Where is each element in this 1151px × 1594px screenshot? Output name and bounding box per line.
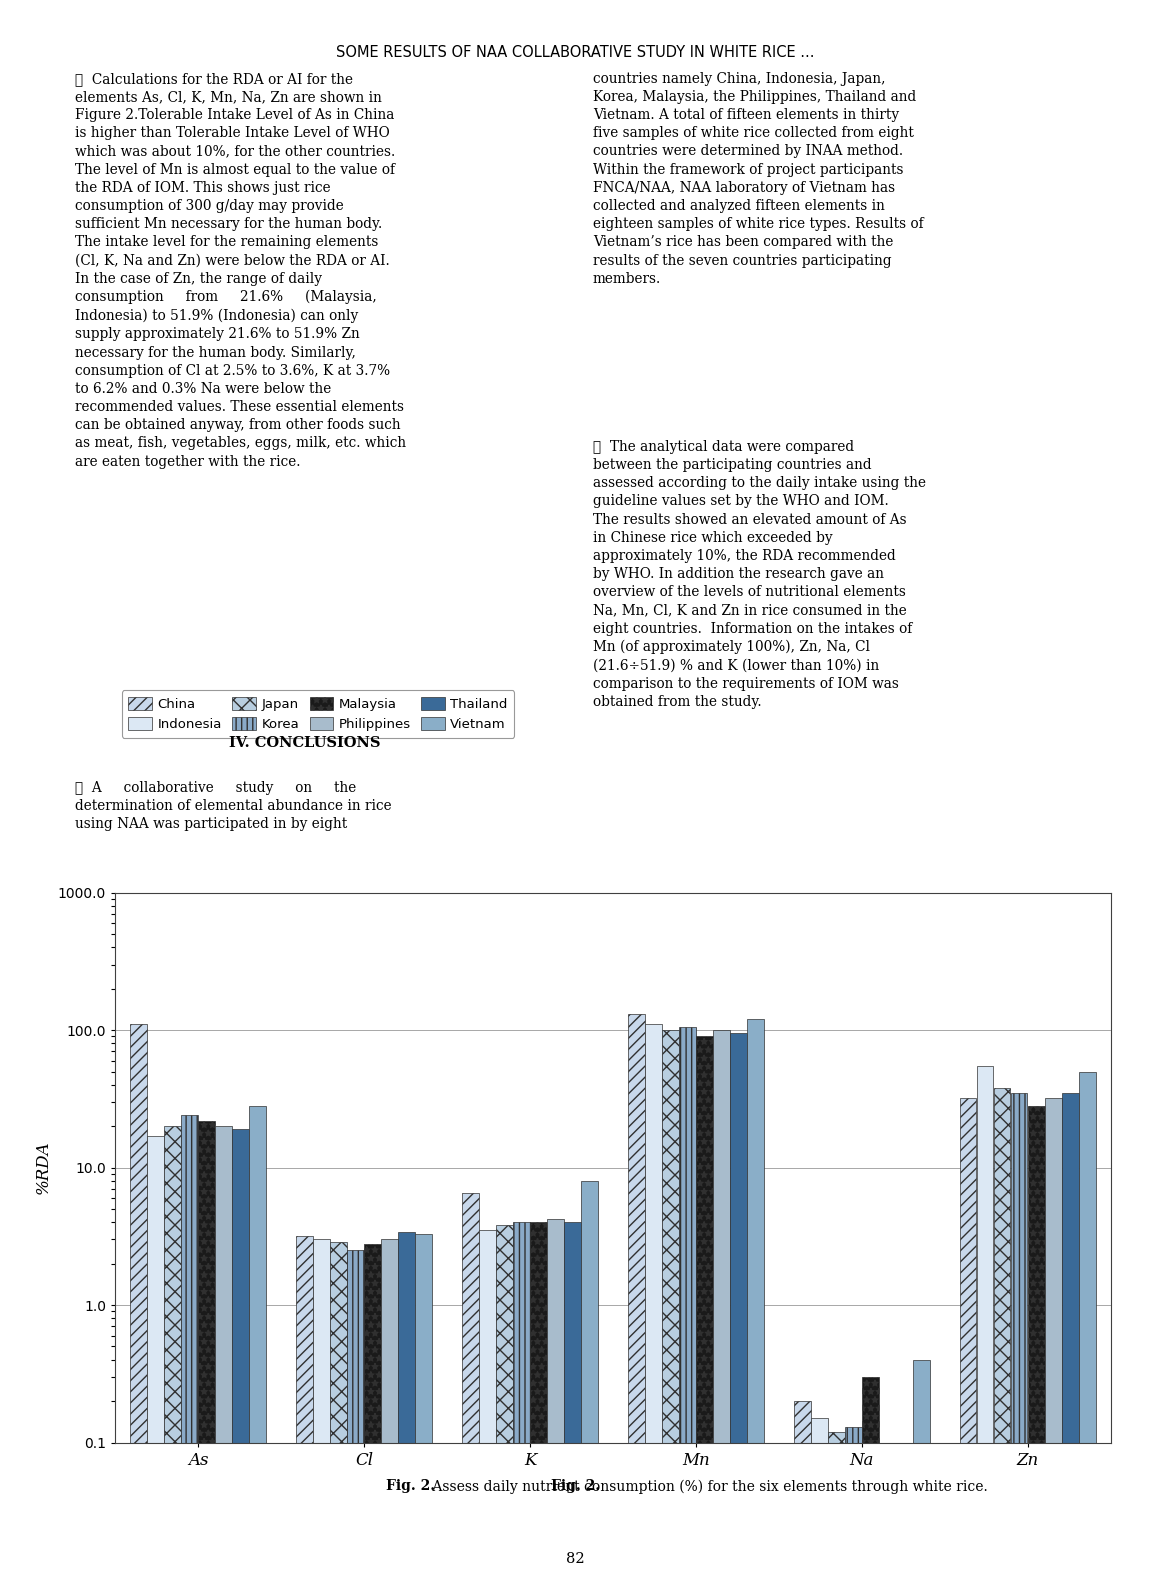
Bar [811,1419,828,1594]
Bar [1028,1106,1044,1594]
Bar [845,1427,862,1594]
Bar [296,1235,313,1594]
Bar [182,1116,198,1594]
Text: SOME RESULTS OF NAA COLLABORATIVE STUDY IN WHITE RICE ...: SOME RESULTS OF NAA COLLABORATIVE STUDY … [336,45,815,59]
Bar [994,1087,1011,1594]
Bar [547,1219,564,1594]
Bar [645,1025,662,1594]
Bar [1045,1098,1061,1594]
Bar [913,1360,930,1594]
Bar [233,1129,249,1594]
Bar [496,1226,512,1594]
Text: 82: 82 [566,1553,585,1565]
Bar [381,1240,398,1594]
Bar [479,1231,496,1594]
Legend: China, Indonesia, Japan, Korea, Malaysia, Philippines, Thailand, Vietnam: China, Indonesia, Japan, Korea, Malaysia… [122,690,514,738]
Bar [330,1242,346,1594]
Bar [897,1443,913,1594]
Bar [662,1030,679,1594]
Bar [513,1223,529,1594]
Bar [364,1243,381,1594]
Bar [250,1106,266,1594]
Bar [564,1223,581,1594]
Bar [130,1025,147,1594]
Text: Calculations for the RDA or AI for the
elements As, Cl, K, Mn, Na, Zn are shown : Calculations for the RDA or AI for the e… [75,72,406,469]
Bar [879,1443,895,1594]
Bar [215,1127,231,1594]
Text: Assess daily nutrient consumption (%) for the six elements through white rice.: Assess daily nutrient consumption (%) fo… [428,1479,988,1494]
Bar [463,1194,479,1594]
Y-axis label: %RDA: %RDA [36,1141,52,1194]
Bar [730,1033,747,1594]
Bar [198,1121,215,1594]
Bar [165,1127,181,1594]
Bar [747,1019,763,1594]
Text: countries namely China, Indonesia, Japan,
Korea, Malaysia, the Philippines, Thai: countries namely China, Indonesia, Japan… [593,72,923,285]
Bar [416,1234,432,1594]
Bar [1078,1071,1096,1594]
Bar [1011,1093,1028,1594]
Bar [313,1240,329,1594]
Bar [1062,1093,1078,1594]
Bar [862,1377,878,1594]
Bar [348,1250,364,1594]
Bar [828,1431,845,1594]
Text: A     collaborative     study     on     the
determination of elemental abundanc: A collaborative study on the determinati… [75,781,391,832]
Text: Fig. 2.: Fig. 2. [551,1479,600,1494]
Bar [398,1232,414,1594]
Bar [581,1181,597,1594]
Bar [960,1098,976,1594]
Bar [696,1036,712,1594]
Bar [147,1137,163,1594]
Bar [714,1030,730,1594]
Bar [794,1401,810,1594]
Bar [531,1223,547,1594]
Bar [628,1014,645,1594]
Text: Fig. 2.: Fig. 2. [386,1479,435,1494]
Text: The analytical data were compared
between the participating countries and
assess: The analytical data were compared betwee… [593,440,925,709]
Bar [679,1027,695,1594]
Text: IV. CONCLUSIONS: IV. CONCLUSIONS [229,736,381,751]
Bar [977,1066,993,1594]
